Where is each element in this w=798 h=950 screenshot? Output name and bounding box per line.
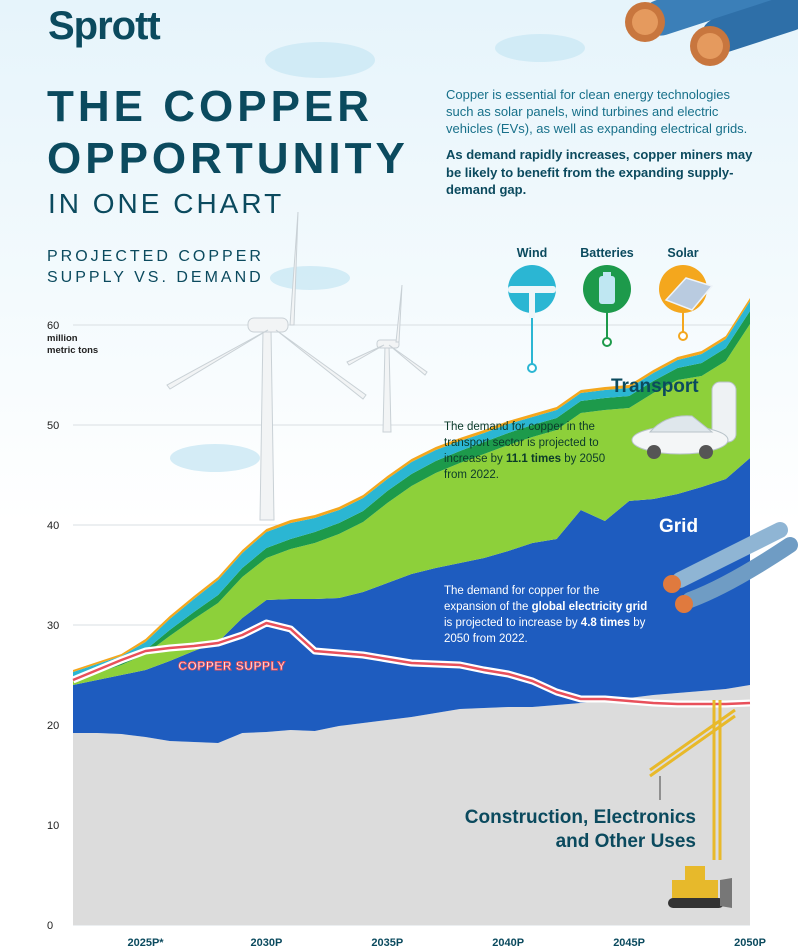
- chart-title-line2: SUPPLY VS. DEMAND: [47, 269, 264, 286]
- area-wind: [73, 301, 750, 677]
- wind-turbine-icon: [166, 211, 428, 521]
- x-axis-ticks: 2025P* 2030P 2035P 2040P 2045P 2050P: [127, 937, 765, 949]
- chart-title: PROJECTED COPPER SUPPLY VS. DEMAND: [47, 246, 264, 288]
- page-subtitle: IN ONE CHART: [48, 188, 285, 219]
- wind-icon: [508, 265, 556, 373]
- y-axis-ticks: 0 10 20 30 40 50 60: [47, 320, 59, 932]
- supply-line: [72, 621, 751, 706]
- area-construction-electronics-and-other-uses: [73, 685, 750, 925]
- solar-label: Solar: [667, 246, 699, 260]
- wind-label: Wind: [516, 246, 548, 260]
- x-tick-label: 2030P: [251, 937, 283, 949]
- grid-label: Grid: [659, 516, 699, 537]
- cloud-decoration: [170, 34, 585, 472]
- intro-text: Copper is essential for clean energy tec…: [446, 87, 748, 136]
- y-unit-label: million metric tons: [47, 333, 98, 357]
- y-tick-label: 30: [47, 620, 59, 632]
- crane-icon: [649, 700, 736, 860]
- supply-label: COPPER SUPPLY: [178, 659, 285, 673]
- y-tick-label: 50: [47, 420, 59, 432]
- transport-note: The demand for copper in the transport s…: [444, 421, 606, 481]
- copper-cable-icon: [625, 0, 798, 66]
- chart-title-line1: PROJECTED COPPER: [47, 248, 264, 265]
- power-cable-icon: [663, 522, 798, 613]
- y-tick-label: 10: [47, 820, 59, 832]
- y-unit-line1: million: [47, 333, 78, 344]
- x-tick-label: 2040P: [492, 937, 524, 949]
- area-grid: [73, 458, 750, 743]
- x-tick-label: 2045P: [613, 937, 645, 949]
- area-batteries: [73, 311, 750, 680]
- solar-icon: [659, 265, 714, 341]
- page-title-line1: THE COPPER: [47, 82, 374, 131]
- bulldozer-icon: [668, 866, 732, 908]
- y-unit-line2: metric tons: [47, 345, 99, 356]
- supply-line-group: COPPER SUPPLY: [71, 619, 751, 708]
- y-tick-label: 20: [47, 720, 59, 732]
- construction-label-line2: and Other Uses: [555, 831, 696, 852]
- grid-note: The demand for copper for the expansion …: [444, 585, 648, 645]
- stacked-areas: [73, 298, 750, 925]
- x-tick-label: 2050P: [734, 937, 766, 949]
- construction-label-line1: Construction, Electronics: [464, 807, 696, 828]
- electric-car-icon: [631, 381, 737, 459]
- page-title-line2: OPPORTUNITY: [47, 134, 409, 183]
- x-tick-label: 2035P: [371, 937, 403, 949]
- y-tick-label: 60: [47, 320, 59, 332]
- area-transport: [73, 324, 750, 685]
- intro-bold-text: As demand rapidly increases, copper mine…: [446, 147, 753, 197]
- x-tick-label: 2025P*: [127, 937, 164, 949]
- transport-label: Transport: [611, 376, 699, 397]
- y-tick-label: 0: [47, 920, 53, 932]
- y-tick-label: 40: [47, 520, 59, 532]
- batteries-icon: [583, 265, 631, 347]
- batteries-label: Batteries: [580, 246, 634, 260]
- sprott-logo: Sprott: [48, 4, 161, 48]
- area-solar: [73, 298, 750, 672]
- construction-label: Construction, Electronics and Other Uses: [465, 806, 696, 854]
